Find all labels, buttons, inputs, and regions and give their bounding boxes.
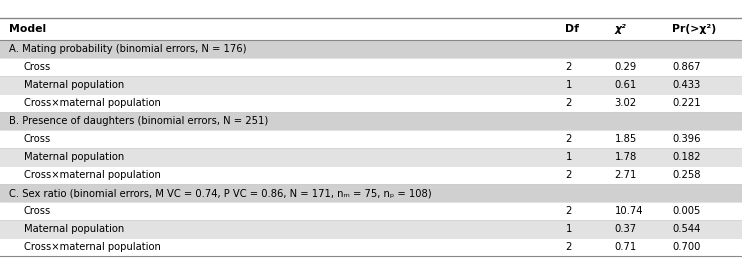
Bar (0, 148, 742, 166)
Bar (0, 220, 742, 238)
Text: 2.71: 2.71 (614, 170, 637, 180)
Text: 0.396: 0.396 (672, 134, 700, 144)
Text: 0.544: 0.544 (672, 224, 700, 234)
Text: 0.258: 0.258 (672, 170, 700, 180)
Bar (0, 76, 742, 94)
Text: 0.433: 0.433 (672, 80, 700, 90)
Text: Maternal population: Maternal population (24, 80, 124, 90)
Bar (0, 130, 742, 148)
Text: 0.71: 0.71 (614, 242, 637, 252)
Text: 0.29: 0.29 (614, 62, 637, 72)
Bar (0, 184, 742, 202)
Text: Cross×maternal population: Cross×maternal population (24, 170, 160, 180)
Text: 1.78: 1.78 (614, 152, 637, 162)
Text: 2: 2 (565, 206, 572, 216)
Bar (0, 40, 742, 58)
Text: A. Mating probability (binomial errors, N = 176): A. Mating probability (binomial errors, … (9, 44, 246, 54)
Bar (0, 58, 742, 76)
Text: 1: 1 (565, 224, 572, 234)
Bar (0, 238, 742, 256)
Text: Cross: Cross (24, 62, 51, 72)
Text: 3.02: 3.02 (614, 98, 637, 108)
Text: 0.182: 0.182 (672, 152, 700, 162)
Text: 0.867: 0.867 (672, 62, 700, 72)
Bar (0, 112, 742, 130)
Text: 2: 2 (565, 170, 572, 180)
Text: B. Presence of daughters (binomial errors, N = 251): B. Presence of daughters (binomial error… (9, 116, 268, 126)
Text: Cross×maternal population: Cross×maternal population (24, 242, 160, 252)
Bar (0, 94, 742, 112)
Text: 1.85: 1.85 (614, 134, 637, 144)
Text: 0.61: 0.61 (614, 80, 637, 90)
Text: Pr(>χ²): Pr(>χ²) (672, 24, 716, 34)
Text: 2: 2 (565, 62, 572, 72)
Text: 2: 2 (565, 242, 572, 252)
Text: C. Sex ratio (binomial errors, M VC = 0.74, P VC = 0.86, N = 171, nₘ = 75, nₚ = : C. Sex ratio (binomial errors, M VC = 0.… (9, 188, 432, 198)
Text: Cross: Cross (24, 134, 51, 144)
Text: Cross×maternal population: Cross×maternal population (24, 98, 160, 108)
Text: 0.700: 0.700 (672, 242, 700, 252)
Text: Model: Model (9, 24, 46, 34)
Text: 0.37: 0.37 (614, 224, 637, 234)
Text: Cross: Cross (24, 206, 51, 216)
Bar (0, 18, 742, 40)
Text: 2: 2 (565, 134, 572, 144)
Text: 0.005: 0.005 (672, 206, 700, 216)
Text: χ²: χ² (614, 24, 626, 34)
Text: 1: 1 (565, 80, 572, 90)
Bar (0, 166, 742, 184)
Text: 10.74: 10.74 (614, 206, 643, 216)
Text: Maternal population: Maternal population (24, 152, 124, 162)
Text: 2: 2 (565, 98, 572, 108)
Text: Df: Df (565, 24, 580, 34)
Text: Maternal population: Maternal population (24, 224, 124, 234)
Bar (0, 202, 742, 220)
Text: 1: 1 (565, 152, 572, 162)
Text: 0.221: 0.221 (672, 98, 701, 108)
